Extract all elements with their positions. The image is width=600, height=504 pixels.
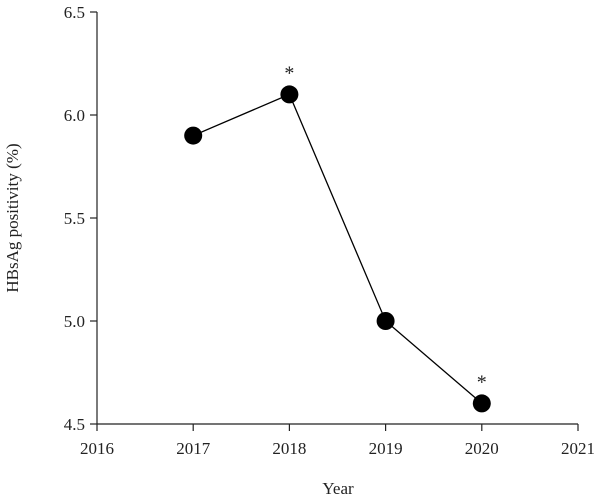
marker — [280, 85, 299, 104]
marker — [184, 126, 203, 145]
annotation: * — [284, 62, 294, 84]
x-axis-label: Year — [322, 479, 354, 498]
y-tick-label: 5.0 — [64, 312, 85, 331]
x-tick-label: 2020 — [465, 439, 499, 458]
y-tick-label: 6.0 — [64, 106, 85, 125]
y-tick-label: 6.5 — [64, 3, 85, 22]
y-axis-label: HBsAg positivity (%) — [3, 143, 22, 292]
x-tick-label: 2018 — [272, 439, 306, 458]
x-tick-label: 2016 — [80, 439, 114, 458]
annotation: * — [477, 371, 487, 393]
x-tick-label: 2017 — [176, 439, 211, 458]
line — [192, 93, 483, 404]
y-tick-label: 4.5 — [64, 415, 85, 434]
y-tick-label: 5.5 — [64, 209, 85, 228]
marker — [472, 394, 491, 413]
x-tick-label: 2021 — [561, 439, 595, 458]
x-tick-label: 2019 — [369, 439, 403, 458]
marker — [376, 312, 395, 330]
